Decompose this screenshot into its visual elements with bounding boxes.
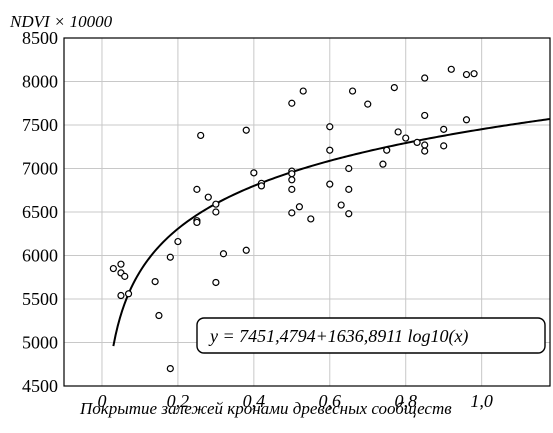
data-point <box>257 182 266 190</box>
data-point <box>440 125 448 133</box>
y-tick-labels: 4500 5000 5500 6000 6500 7000 7500 8000 8500 <box>22 28 58 396</box>
data-point <box>204 193 212 201</box>
data-point <box>212 200 220 208</box>
data-point <box>348 87 357 95</box>
x-axis-label: Покрытие залежей кронами древесных сообщ… <box>79 399 452 418</box>
data-point <box>379 160 387 168</box>
data-point <box>421 111 429 120</box>
data-point <box>337 201 345 209</box>
data-point <box>421 141 429 149</box>
data-point <box>212 278 220 287</box>
data-point <box>402 134 410 142</box>
data-point <box>197 131 205 140</box>
data-point <box>307 215 315 223</box>
y-tick-label: 8000 <box>22 72 58 92</box>
data-point <box>345 210 353 218</box>
data-point <box>462 116 471 124</box>
data-point <box>295 203 304 211</box>
y-tick-label: 5000 <box>22 333 58 353</box>
y-tick-label: 5500 <box>22 289 58 309</box>
data-point <box>174 237 182 246</box>
data-point <box>326 123 334 131</box>
data-point <box>447 65 455 73</box>
data-point <box>193 218 201 227</box>
data-point <box>288 176 296 184</box>
y-tick-label: 7000 <box>22 159 58 179</box>
x-tick-label: 0,4 <box>243 391 266 411</box>
y-tick-label: 6500 <box>22 202 58 222</box>
plot-frame <box>63 37 551 387</box>
data-points <box>109 65 478 373</box>
data-point <box>109 264 117 273</box>
x-tick-label: 0,6 <box>319 391 342 411</box>
equation-box-frame <box>196 317 546 354</box>
data-point <box>124 290 133 298</box>
data-point <box>299 87 307 95</box>
data-point <box>212 208 220 216</box>
data-point <box>326 180 334 188</box>
data-point <box>421 147 429 155</box>
data-point <box>394 128 402 136</box>
data-point <box>326 146 334 154</box>
data-point <box>383 146 391 154</box>
y-axis-label: NDVI × 10000 <box>9 12 113 31</box>
equation-box: y = 7451,4794+1636,8911 log10(x) <box>196 317 546 354</box>
x-tick-label: 0 <box>97 391 106 411</box>
data-point <box>440 142 448 150</box>
x-tick-label: 1,0 <box>470 391 493 411</box>
data-point <box>117 260 125 268</box>
fit-equation: y = 7451,4794+1636,8911 log10(x) <box>208 326 468 347</box>
data-point <box>121 272 129 280</box>
y-tick-label: 4500 <box>22 376 58 396</box>
data-point <box>166 253 174 261</box>
data-point <box>413 138 421 146</box>
data-point <box>242 126 250 134</box>
data-point <box>345 185 353 193</box>
data-point <box>193 185 201 193</box>
data-point <box>462 70 471 79</box>
x-tick-labels: 0 0,2 0,4 0,6 0,8 1,0 <box>97 391 492 411</box>
x-tick-label: 0,2 <box>167 391 190 411</box>
data-point <box>470 70 478 78</box>
data-point <box>155 311 163 320</box>
data-point <box>219 250 228 258</box>
grid <box>64 37 550 387</box>
x-tick-label: 0,8 <box>394 391 417 411</box>
data-point <box>390 83 398 92</box>
y-tick-label: 6000 <box>22 246 58 266</box>
data-point <box>117 291 125 300</box>
data-point <box>288 99 296 107</box>
y-tick-label: 7500 <box>22 115 58 135</box>
data-point <box>288 209 296 217</box>
data-point <box>421 74 429 82</box>
data-point <box>242 246 250 254</box>
data-point <box>250 169 258 177</box>
data-point <box>151 278 159 286</box>
y-tick-label: 8500 <box>22 28 58 48</box>
fit-curve-layer <box>112 117 551 347</box>
data-point <box>166 365 174 373</box>
data-point <box>288 170 296 178</box>
data-point <box>364 100 372 108</box>
data-point <box>288 185 296 193</box>
data-point <box>345 164 353 173</box>
fit-curve <box>112 117 551 347</box>
